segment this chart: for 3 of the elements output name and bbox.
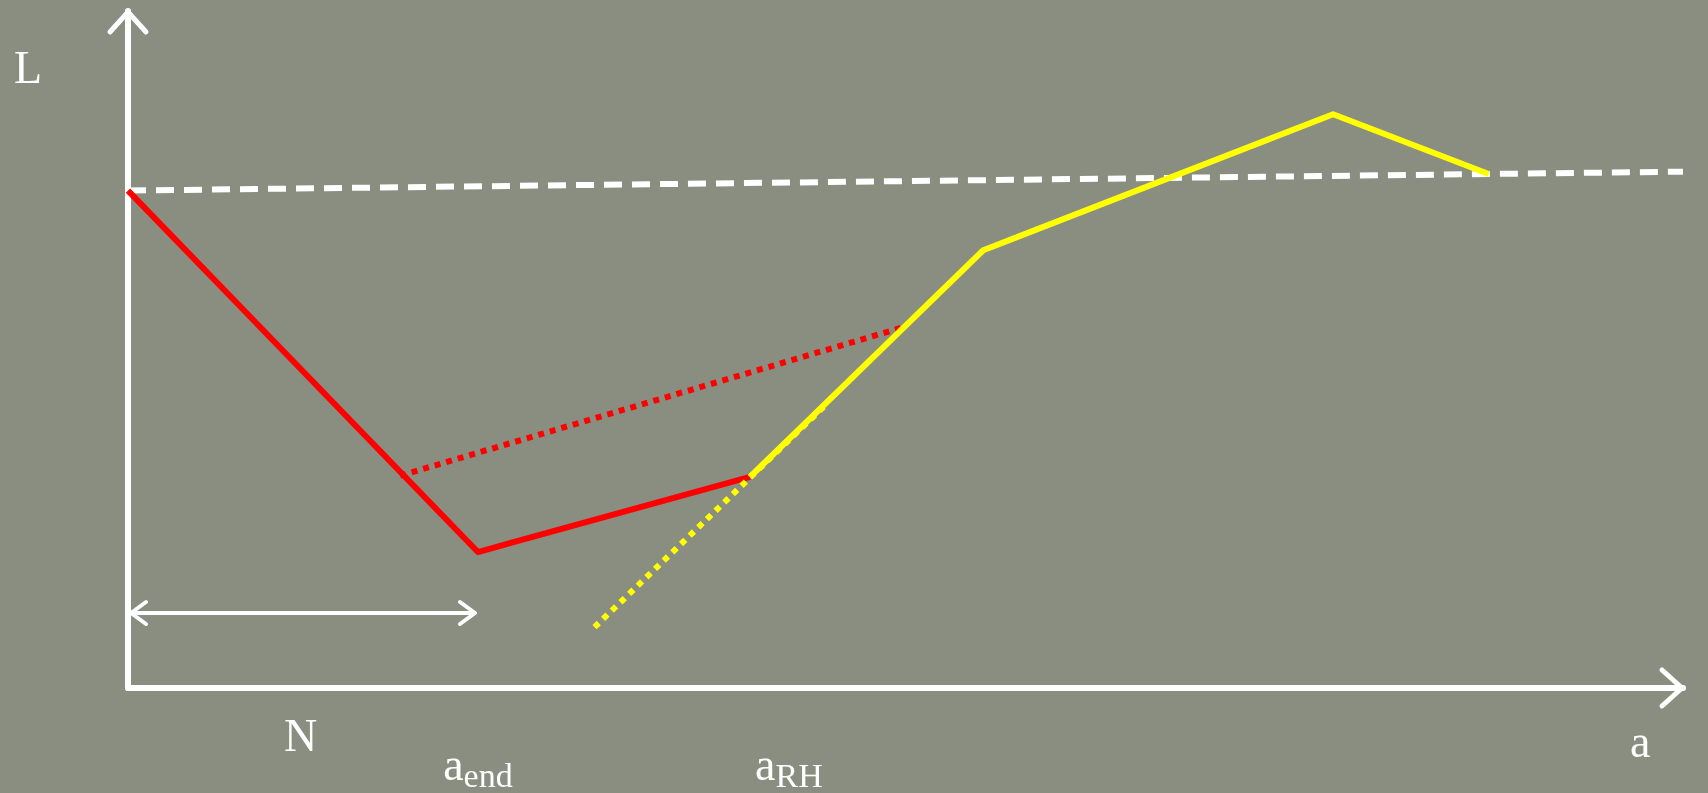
y-axis-title: L — [14, 41, 43, 93]
text: N — [284, 709, 318, 761]
x-axis-title: a — [1630, 715, 1651, 767]
